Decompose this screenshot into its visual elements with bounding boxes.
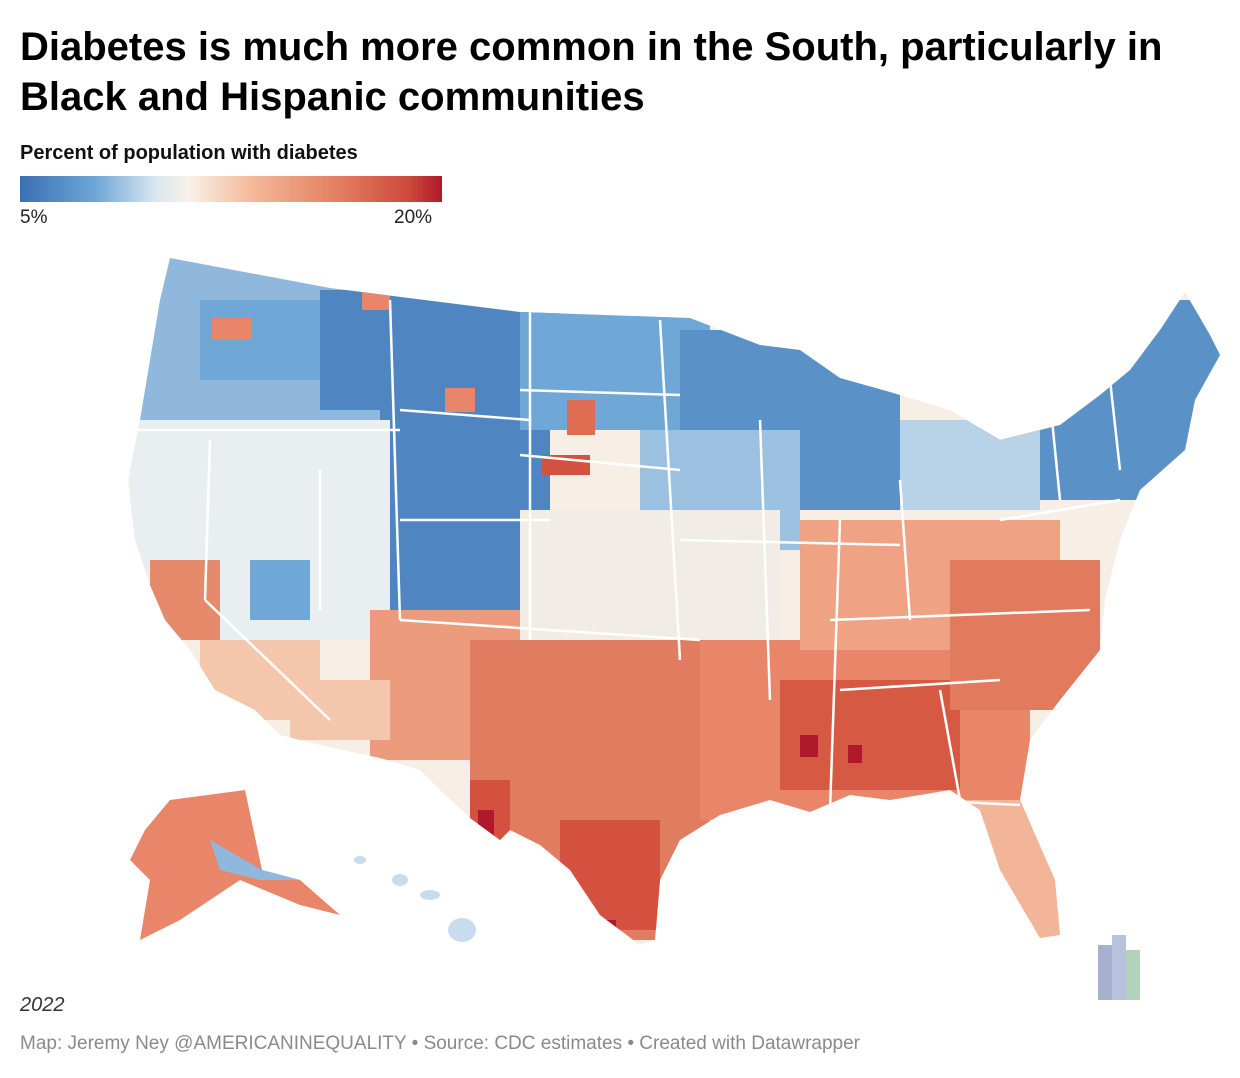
us-county-choropleth-map: [128, 258, 1220, 1000]
legend-title: Percent of population with diabetes: [20, 142, 358, 164]
hawaii-shape: [354, 856, 476, 942]
footer-credit: Map: Jeremy Ney @AMERICANINEQUALITY • So…: [20, 1033, 860, 1054]
legend-min-label: 5%: [20, 207, 48, 228]
county-fills: [128, 258, 1220, 945]
chart-title: Diabetes is much more common in the Sout…: [20, 25, 1163, 119]
footer-year: 2022: [20, 994, 65, 1016]
datawrapper-logo: [1098, 935, 1140, 1000]
alaska-shape: [130, 790, 340, 940]
state-borders: [130, 299, 1122, 811]
legend-max-label: 20%: [394, 207, 433, 228]
legend-color-scale: [20, 176, 442, 202]
